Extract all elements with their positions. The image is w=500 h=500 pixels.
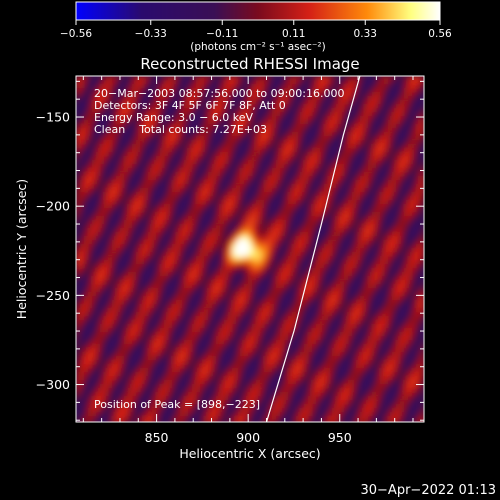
plot-area	[76, 76, 424, 422]
peak-position-label: Position of Peak = [898,−223]	[94, 398, 260, 411]
y-tick-label: −200	[36, 199, 70, 214]
x-axis-label: Heliocentric X (arcsec)	[179, 446, 320, 461]
y-tick-label: −250	[36, 288, 70, 303]
info-line-detectors: Detectors: 3F 4F 5F 6F 7F 8F, Att 0	[94, 99, 286, 112]
plot-frame	[75, 75, 425, 423]
colorbar-unit-label: (photons cm⁻² s⁻¹ asec⁻²)	[190, 41, 325, 53]
colorbar: −0.56 −0.33 −0.11 0.11 0.33 0.56 (photons cm⁻…	[60, 1, 452, 53]
colorbar-strip	[75, 1, 441, 21]
x-tick-label: 850	[145, 430, 169, 445]
colorbar-tick-label: 0.11	[282, 28, 305, 40]
colorbar-tick-label: −0.11	[206, 28, 238, 40]
y-tick-label: −300	[36, 377, 70, 392]
colorbar-tick-label: 0.33	[354, 28, 377, 40]
info-line-time: 20−Mar−2003 08:57:56.000 to 09:00:16.000	[94, 87, 345, 100]
footer-timestamp: 30−Apr−2022 01:13	[361, 483, 497, 498]
info-line-counts: Clean Total counts: 7.27E+03	[94, 123, 267, 136]
x-tick-label: 950	[328, 430, 352, 445]
colorbar-tick-label: −0.56	[60, 28, 92, 40]
chart-title: Reconstructed RHESSI Image	[140, 55, 359, 73]
y-axis: −150 −200 −250 −300	[36, 80, 424, 421]
heatmap-image	[76, 76, 424, 422]
x-tick-label: 900	[236, 430, 260, 445]
colorbar-tick-label: 0.56	[428, 28, 452, 40]
info-block: 20−Mar−2003 08:57:56.000 to 09:00:16.000…	[94, 87, 345, 136]
colorbar-ticks: −0.56 −0.33 −0.11 0.11 0.33 0.56	[60, 20, 452, 40]
x-axis: 850 900 950	[82, 76, 414, 445]
colorbar-tick-label: −0.33	[135, 28, 167, 40]
info-line-energy: Energy Range: 3.0 − 6.0 keV	[94, 111, 254, 124]
solar-limb-curve	[265, 76, 361, 422]
y-axis-label: Heliocentric Y (arcsec)	[14, 179, 29, 319]
y-tick-label: −150	[36, 110, 70, 125]
